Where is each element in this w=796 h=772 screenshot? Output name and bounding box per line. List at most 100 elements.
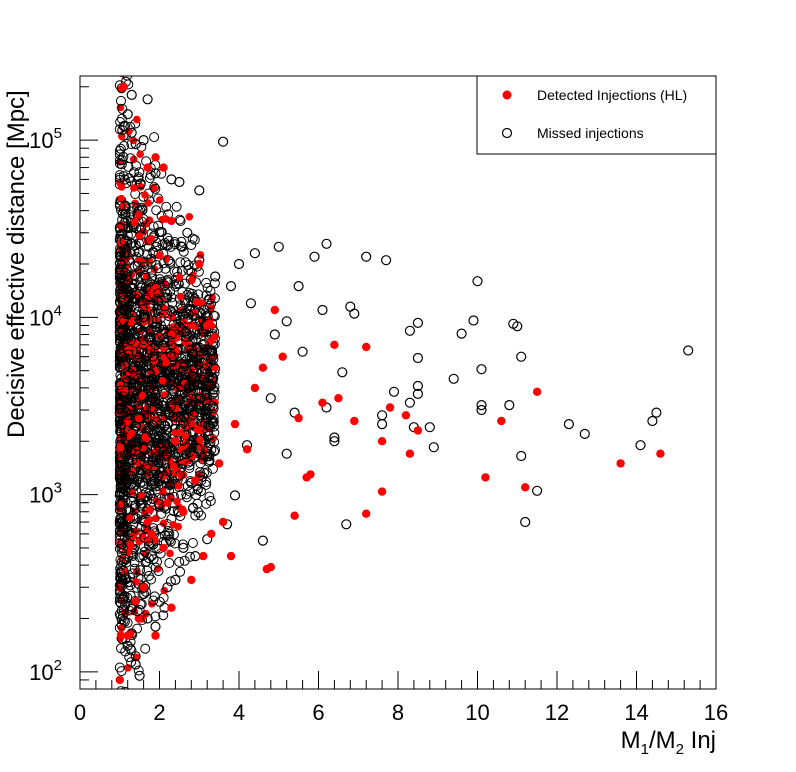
missed-point [132, 323, 143, 334]
missed-point [118, 151, 129, 162]
detected-point [250, 383, 260, 393]
missed-point [174, 176, 185, 188]
missed-point [203, 456, 214, 467]
missed-point [146, 403, 157, 414]
missed-point [145, 335, 156, 345]
missed-point [121, 309, 132, 320]
detected-point [350, 416, 359, 426]
missed-point [173, 412, 183, 422]
missed-point [180, 351, 191, 362]
detected-point [144, 199, 152, 207]
missed-point [204, 381, 214, 392]
missed-point [381, 255, 392, 266]
missed-point [245, 298, 256, 309]
missed-point [157, 375, 168, 386]
missed-point [472, 276, 483, 287]
detected-point [167, 216, 176, 226]
detected-point [131, 597, 140, 606]
missed-point [131, 421, 142, 432]
y-tick-label: 104 [29, 302, 62, 330]
missed-point [135, 498, 146, 509]
detected-point [174, 522, 182, 531]
missed-point [476, 404, 487, 416]
missed-point [124, 652, 135, 663]
missed-point [531, 485, 543, 496]
missed-point [135, 178, 146, 189]
missed-point [141, 556, 152, 567]
detected-point [128, 429, 136, 437]
missed-point [133, 403, 144, 414]
missed-point [174, 321, 185, 332]
detected-point [242, 445, 252, 454]
missed-point [114, 327, 125, 338]
missed-point [361, 251, 372, 262]
detected-point [385, 403, 395, 412]
missed-point [126, 445, 137, 456]
missed-point [173, 395, 184, 406]
missed-point [122, 617, 133, 628]
missed-point [153, 470, 164, 481]
missed-point [122, 640, 133, 652]
detected-point [497, 416, 506, 426]
detected-point [401, 411, 411, 420]
detected-point [131, 339, 140, 347]
detected-point [481, 473, 490, 482]
missed-point [149, 591, 160, 602]
missed-point [210, 445, 221, 456]
missed-point [225, 281, 237, 292]
detected-point [130, 218, 139, 227]
missed-point [175, 241, 186, 252]
missed-point [138, 335, 149, 346]
detected-point [656, 449, 665, 458]
missed-point [194, 307, 205, 318]
detected-point [124, 664, 132, 672]
detected-point [330, 340, 339, 349]
missed-point [114, 149, 125, 160]
missed-point [167, 379, 177, 390]
missed-point [146, 551, 157, 562]
detected-point [199, 551, 208, 561]
missed-point [149, 132, 160, 143]
detected-point [117, 238, 126, 246]
missed-point [651, 407, 662, 418]
missed-point [116, 591, 127, 602]
missed-point [115, 396, 126, 407]
detected-point [203, 321, 212, 330]
missed-point [168, 352, 179, 363]
missed-point [203, 430, 214, 441]
legend-box [476, 75, 717, 155]
detected-point [173, 497, 181, 506]
detected-point [177, 445, 185, 454]
missed-point [182, 227, 193, 238]
missed-point [152, 398, 163, 408]
detected-point [135, 414, 143, 423]
missed-point [122, 223, 133, 234]
missed-point [174, 556, 185, 567]
missed-point [184, 447, 195, 458]
missed-point [154, 274, 165, 285]
detected-point [185, 213, 194, 221]
missed-point [115, 568, 126, 579]
detected-point [138, 391, 147, 400]
missed-point [114, 538, 125, 549]
detected-point [155, 251, 164, 260]
missed-point [126, 127, 137, 138]
missed-point [153, 263, 164, 274]
detected-point [377, 437, 387, 446]
missed-point [153, 220, 164, 231]
missed-point [163, 255, 174, 266]
missed-point [189, 406, 200, 417]
detected-point [362, 342, 371, 352]
missed-point [206, 345, 217, 356]
missed-point [404, 325, 415, 336]
missed-point [163, 530, 174, 541]
missed-point [117, 391, 128, 402]
missed-point [150, 183, 161, 194]
x-tick-label: 14 [624, 700, 648, 725]
missed-point [144, 173, 155, 183]
detected-point [119, 82, 128, 92]
detected-point [162, 358, 170, 367]
missed-point [127, 568, 138, 579]
missed-point [167, 384, 178, 395]
